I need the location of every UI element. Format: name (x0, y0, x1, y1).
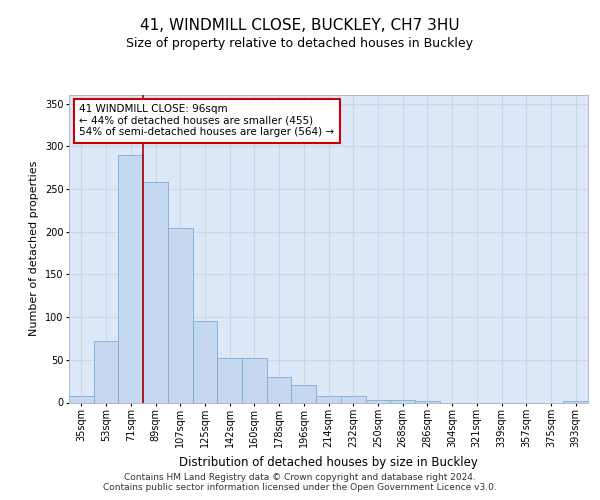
Bar (292, 386, 316, 402)
Bar (94, 341, 118, 402)
Bar (341, 396, 365, 402)
Text: Size of property relative to detached houses in Buckley: Size of property relative to detached ho… (127, 38, 473, 51)
Y-axis label: Number of detached properties: Number of detached properties (29, 161, 39, 336)
Bar (316, 396, 341, 402)
Text: Contains HM Land Registry data © Crown copyright and database right 2024.
Contai: Contains HM Land Registry data © Crown c… (103, 473, 497, 492)
Bar (193, 322, 217, 402)
Text: 41 WINDMILL CLOSE: 96sqm
← 44% of detached houses are smaller (455)
54% of semi-: 41 WINDMILL CLOSE: 96sqm ← 44% of detach… (79, 104, 335, 138)
Bar (143, 182, 168, 402)
Bar (267, 377, 292, 402)
Bar (415, 401, 440, 402)
Bar (118, 155, 143, 402)
Bar (390, 400, 415, 402)
Bar (242, 358, 267, 403)
Bar (563, 401, 588, 402)
X-axis label: Distribution of detached houses by size in Buckley: Distribution of detached houses by size … (179, 456, 478, 469)
Bar (69, 396, 94, 402)
Bar (217, 358, 242, 403)
Text: 41, WINDMILL CLOSE, BUCKLEY, CH7 3HU: 41, WINDMILL CLOSE, BUCKLEY, CH7 3HU (140, 18, 460, 32)
Bar (168, 228, 193, 402)
Bar (365, 400, 390, 402)
